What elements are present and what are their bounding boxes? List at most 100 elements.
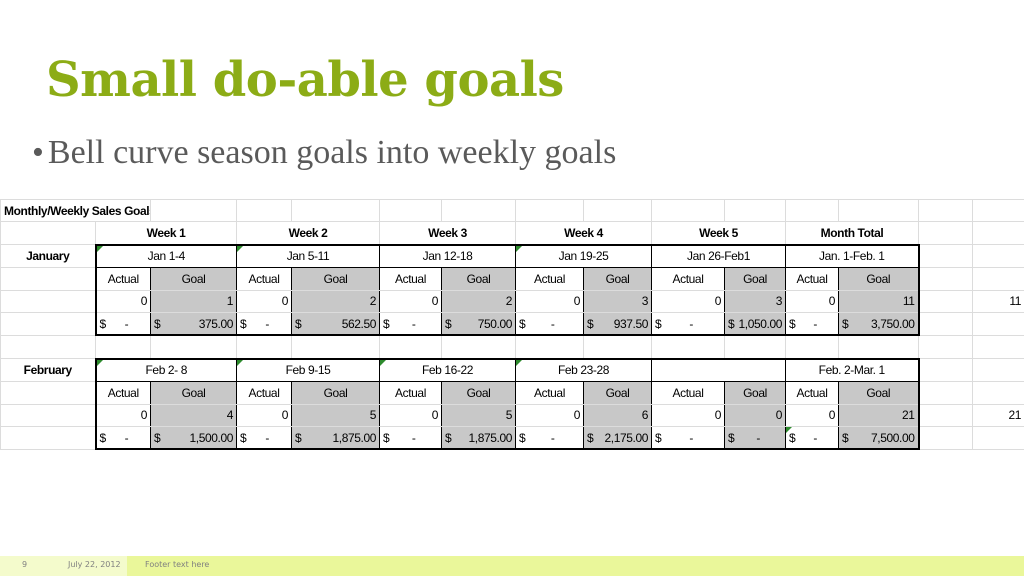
actual-count-cell[interactable]: 0 bbox=[379, 289, 442, 313]
january-count-row: 0 1 0 2 0 2 0 3 0 3 0 11 11 bbox=[0, 289, 1024, 313]
currency-symbol: $ bbox=[842, 430, 849, 445]
actual-amount-cell[interactable]: $ - bbox=[236, 311, 292, 337]
goal-count-cell[interactable]: 3 bbox=[583, 289, 652, 313]
goal-amount-cell[interactable]: $3,750.00 bbox=[838, 311, 920, 337]
actual-count-cell[interactable]: 0 bbox=[94, 403, 151, 427]
actual-label: Actual bbox=[651, 267, 725, 291]
actual-amount-cell[interactable]: $ - bbox=[94, 311, 151, 337]
goal-amount-cell[interactable]: $375.00 bbox=[150, 311, 237, 337]
actual-label: Actual bbox=[515, 267, 584, 291]
goal-count-cell[interactable]: 3 bbox=[724, 289, 786, 313]
actual-amount-cell[interactable]: $ - bbox=[785, 311, 839, 337]
actual-amount-cell[interactable]: $ - bbox=[236, 425, 292, 451]
currency-symbol: $ bbox=[655, 430, 662, 445]
currency-symbol: $ bbox=[445, 430, 452, 445]
date-range-cell[interactable]: Jan 1-4 bbox=[94, 243, 237, 269]
date-range-cell[interactable]: Jan 5-11 bbox=[236, 243, 380, 269]
date-range-cell[interactable]: Feb. 2-Mar. 1 bbox=[785, 357, 920, 383]
goal-amount-cell[interactable]: $ - bbox=[724, 425, 786, 451]
currency-symbol: $ bbox=[99, 316, 107, 331]
actual-amount-cell[interactable]: $ - bbox=[379, 425, 442, 451]
bullet-dot-icon: • bbox=[32, 134, 44, 171]
date-range-cell[interactable]: Jan 12-18 bbox=[379, 243, 516, 269]
january-label-row: Actual Goal Actual Goal Actual Goal Actu… bbox=[0, 267, 1024, 291]
actual-count-cell[interactable]: 0 bbox=[785, 403, 839, 427]
actual-amount-cell[interactable]: $ - bbox=[515, 311, 584, 337]
actual-count-cell[interactable]: 0 bbox=[651, 289, 725, 313]
date-range-cell[interactable]: Feb 2- 8 bbox=[94, 357, 237, 383]
actual-count-cell[interactable]: 0 bbox=[651, 403, 725, 427]
currency-symbol: $ bbox=[728, 316, 735, 331]
slide-title: Small do-able goals bbox=[46, 52, 564, 108]
actual-count-cell[interactable]: 0 bbox=[785, 289, 839, 313]
currency-symbol: $ bbox=[383, 430, 390, 445]
goal-amount-cell[interactable]: $1,500.00 bbox=[150, 425, 237, 451]
week-header: Week 3 bbox=[379, 221, 516, 246]
goal-amount-cell[interactable]: $1,050.00 bbox=[724, 311, 786, 337]
date-range-cell[interactable]: Feb 16-22 bbox=[379, 357, 516, 383]
goal-amount-cell[interactable]: $937.50 bbox=[583, 311, 652, 337]
week-header: Week 4 bbox=[515, 221, 652, 246]
actual-count-cell[interactable]: 0 bbox=[515, 403, 584, 427]
goal-count-cell[interactable]: 1 bbox=[150, 289, 237, 313]
currency-symbol: $ bbox=[295, 430, 302, 445]
date-range-cell[interactable]: Jan. 1-Feb. 1 bbox=[785, 243, 920, 269]
actual-amount-cell[interactable]: $ - bbox=[651, 311, 725, 337]
currency-symbol: $ bbox=[842, 316, 849, 331]
goal-count-cell[interactable]: 4 bbox=[150, 403, 237, 427]
week-header: Week 5 bbox=[651, 221, 786, 246]
actual-label: Actual bbox=[785, 381, 839, 405]
actual-label: Actual bbox=[94, 381, 151, 405]
february-range-row: February Feb 2- 8 Feb 9-15 Feb 16-22 Feb… bbox=[0, 357, 1024, 383]
goal-amount-cell[interactable]: $562.50 bbox=[291, 311, 380, 337]
actual-amount-cell[interactable]: $ - bbox=[785, 425, 839, 451]
sheet-caption: Monthly/Weekly Sales Goals bbox=[0, 198, 151, 223]
actual-amount-cell[interactable]: $ - bbox=[515, 425, 584, 451]
sales-goals-spreadsheet: Monthly/Weekly Sales Goals Week 1 Week 2… bbox=[0, 198, 1024, 451]
goal-count-cell[interactable]: 0 bbox=[724, 403, 786, 427]
outside-total-cell[interactable]: 21 bbox=[972, 403, 1024, 427]
goal-count-cell[interactable]: 21 bbox=[838, 403, 920, 427]
goal-amount-cell[interactable]: $2,175.00 bbox=[583, 425, 652, 451]
actual-amount-cell[interactable]: $ - bbox=[651, 425, 725, 451]
currency-symbol: $ bbox=[154, 430, 161, 445]
currency-symbol: $ bbox=[99, 430, 107, 445]
actual-amount-cell[interactable]: $ - bbox=[94, 425, 151, 451]
goal-count-cell[interactable]: 5 bbox=[441, 403, 516, 427]
outside-total-cell[interactable]: 11 bbox=[972, 289, 1024, 313]
goal-amount-cell[interactable]: $7,500.00 bbox=[838, 425, 920, 451]
currency-symbol: $ bbox=[154, 316, 161, 331]
goal-amount-cell[interactable]: $750.00 bbox=[441, 311, 516, 337]
goal-label: Goal bbox=[838, 381, 920, 405]
week-header: Week 1 bbox=[95, 221, 237, 246]
goal-label: Goal bbox=[724, 381, 786, 405]
goal-amount-cell[interactable]: $1,875.00 bbox=[441, 425, 516, 451]
date-range-cell[interactable]: Jan 26-Feb1 bbox=[651, 243, 786, 269]
currency-symbol: $ bbox=[295, 316, 302, 331]
goal-amount-cell[interactable]: $1,875.00 bbox=[291, 425, 380, 451]
date-range-cell[interactable]: Jan 19-25 bbox=[515, 243, 652, 269]
goal-count-cell[interactable]: 2 bbox=[291, 289, 380, 313]
currency-symbol: $ bbox=[655, 316, 662, 331]
date-range-cell[interactable] bbox=[651, 357, 786, 383]
currency-symbol: $ bbox=[587, 430, 594, 445]
currency-symbol: $ bbox=[445, 316, 452, 331]
actual-count-cell[interactable]: 0 bbox=[236, 403, 292, 427]
date-range-cell[interactable]: Feb 23-28 bbox=[515, 357, 652, 383]
goal-count-cell[interactable]: 2 bbox=[441, 289, 516, 313]
bullet-text: Bell curve season goals into weekly goal… bbox=[47, 134, 617, 171]
goal-count-cell[interactable]: 11 bbox=[838, 289, 920, 313]
date-range-cell[interactable]: Feb 9-15 bbox=[236, 357, 380, 383]
actual-label: Actual bbox=[785, 267, 839, 291]
actual-label: Actual bbox=[379, 267, 442, 291]
goal-label: Goal bbox=[724, 267, 786, 291]
actual-count-cell[interactable]: 0 bbox=[236, 289, 292, 313]
actual-count-cell[interactable]: 0 bbox=[379, 403, 442, 427]
goal-count-cell[interactable]: 6 bbox=[583, 403, 652, 427]
month-label-january: January bbox=[0, 244, 96, 269]
caption-row: Monthly/Weekly Sales Goals bbox=[0, 198, 1024, 223]
goal-count-cell[interactable]: 5 bbox=[291, 403, 380, 427]
actual-count-cell[interactable]: 0 bbox=[94, 289, 151, 313]
actual-count-cell[interactable]: 0 bbox=[515, 289, 584, 313]
actual-amount-cell[interactable]: $ - bbox=[379, 311, 442, 337]
